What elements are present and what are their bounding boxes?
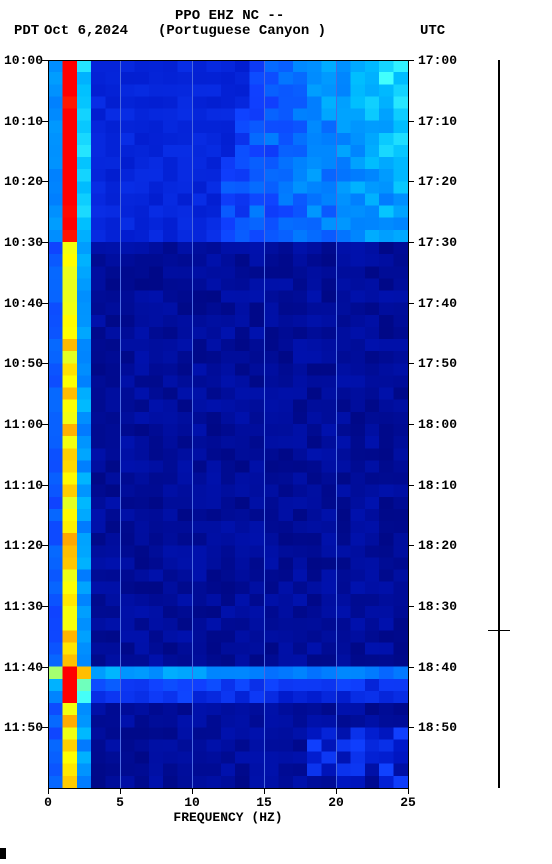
gridline-x bbox=[192, 60, 193, 788]
ytick-left-label: 11:30 bbox=[0, 599, 43, 614]
ytick-right-mark bbox=[408, 303, 414, 304]
tz-left-label: PDT bbox=[14, 23, 39, 39]
xtick-mark bbox=[408, 788, 409, 794]
x-axis-label: FREQUENCY (HZ) bbox=[173, 810, 282, 825]
ytick-left-label: 10:40 bbox=[0, 296, 43, 311]
ytick-right-label: 17:00 bbox=[418, 53, 457, 68]
ytick-right-mark bbox=[408, 667, 414, 668]
xtick-label: 25 bbox=[400, 795, 416, 810]
ytick-left-label: 10:50 bbox=[0, 356, 43, 371]
ytick-right-mark bbox=[408, 545, 414, 546]
footer-mark: % bbox=[0, 848, 6, 859]
ytick-right-label: 18:50 bbox=[418, 720, 457, 735]
ytick-left-label: 11:50 bbox=[0, 720, 43, 735]
ytick-right-mark bbox=[408, 121, 414, 122]
ytick-right-mark bbox=[408, 424, 414, 425]
ytick-left-label: 11:20 bbox=[0, 538, 43, 553]
ytick-right-label: 17:20 bbox=[418, 174, 457, 189]
ytick-left-label: 10:20 bbox=[0, 174, 43, 189]
ytick-right-mark bbox=[408, 242, 414, 243]
ytick-right-mark bbox=[408, 60, 414, 61]
ytick-left-label: 11:00 bbox=[0, 417, 43, 432]
ytick-left-label: 11:40 bbox=[0, 660, 43, 675]
ytick-right-label: 17:50 bbox=[418, 356, 457, 371]
ytick-left-label: 10:30 bbox=[0, 235, 43, 250]
ytick-right-mark bbox=[408, 363, 414, 364]
xtick-label: 0 bbox=[44, 795, 52, 810]
ytick-right-label: 18:40 bbox=[418, 660, 457, 675]
ytick-right-mark bbox=[408, 727, 414, 728]
xtick-label: 5 bbox=[116, 795, 124, 810]
ytick-right-label: 17:10 bbox=[418, 114, 457, 129]
ytick-right-label: 18:20 bbox=[418, 538, 457, 553]
ytick-right-label: 18:00 bbox=[418, 417, 457, 432]
ytick-left-label: 11:10 bbox=[0, 478, 43, 493]
station-line1: PPO EHZ NC -- bbox=[175, 8, 284, 24]
x-axis-line bbox=[48, 788, 408, 789]
ytick-right-label: 18:10 bbox=[418, 478, 457, 493]
ytick-left-label: 10:10 bbox=[0, 114, 43, 129]
station-line2: (Portuguese Canyon ) bbox=[158, 23, 326, 39]
ytick-right-mark bbox=[408, 606, 414, 607]
ytick-right-label: 17:30 bbox=[418, 235, 457, 250]
ytick-right-mark bbox=[408, 181, 414, 182]
right-scale-bar bbox=[498, 60, 500, 788]
gridline-x bbox=[120, 60, 121, 788]
tz-right-label: UTC bbox=[420, 23, 445, 39]
ytick-right-label: 17:40 bbox=[418, 296, 457, 311]
xtick-label: 15 bbox=[256, 795, 272, 810]
date-label: Oct 6,2024 bbox=[44, 23, 128, 39]
ytick-right-label: 18:30 bbox=[418, 599, 457, 614]
ytick-left-label: 10:00 bbox=[0, 53, 43, 68]
spectrogram-heatmap bbox=[48, 60, 408, 788]
gridline-x bbox=[336, 60, 337, 788]
ytick-right-mark bbox=[408, 485, 414, 486]
gridline-x bbox=[264, 60, 265, 788]
spectrogram-plot bbox=[48, 60, 408, 788]
x-axis-top-line bbox=[48, 60, 408, 61]
xtick-label: 20 bbox=[328, 795, 344, 810]
xtick-label: 10 bbox=[184, 795, 200, 810]
y-axis-left-line bbox=[48, 60, 49, 788]
